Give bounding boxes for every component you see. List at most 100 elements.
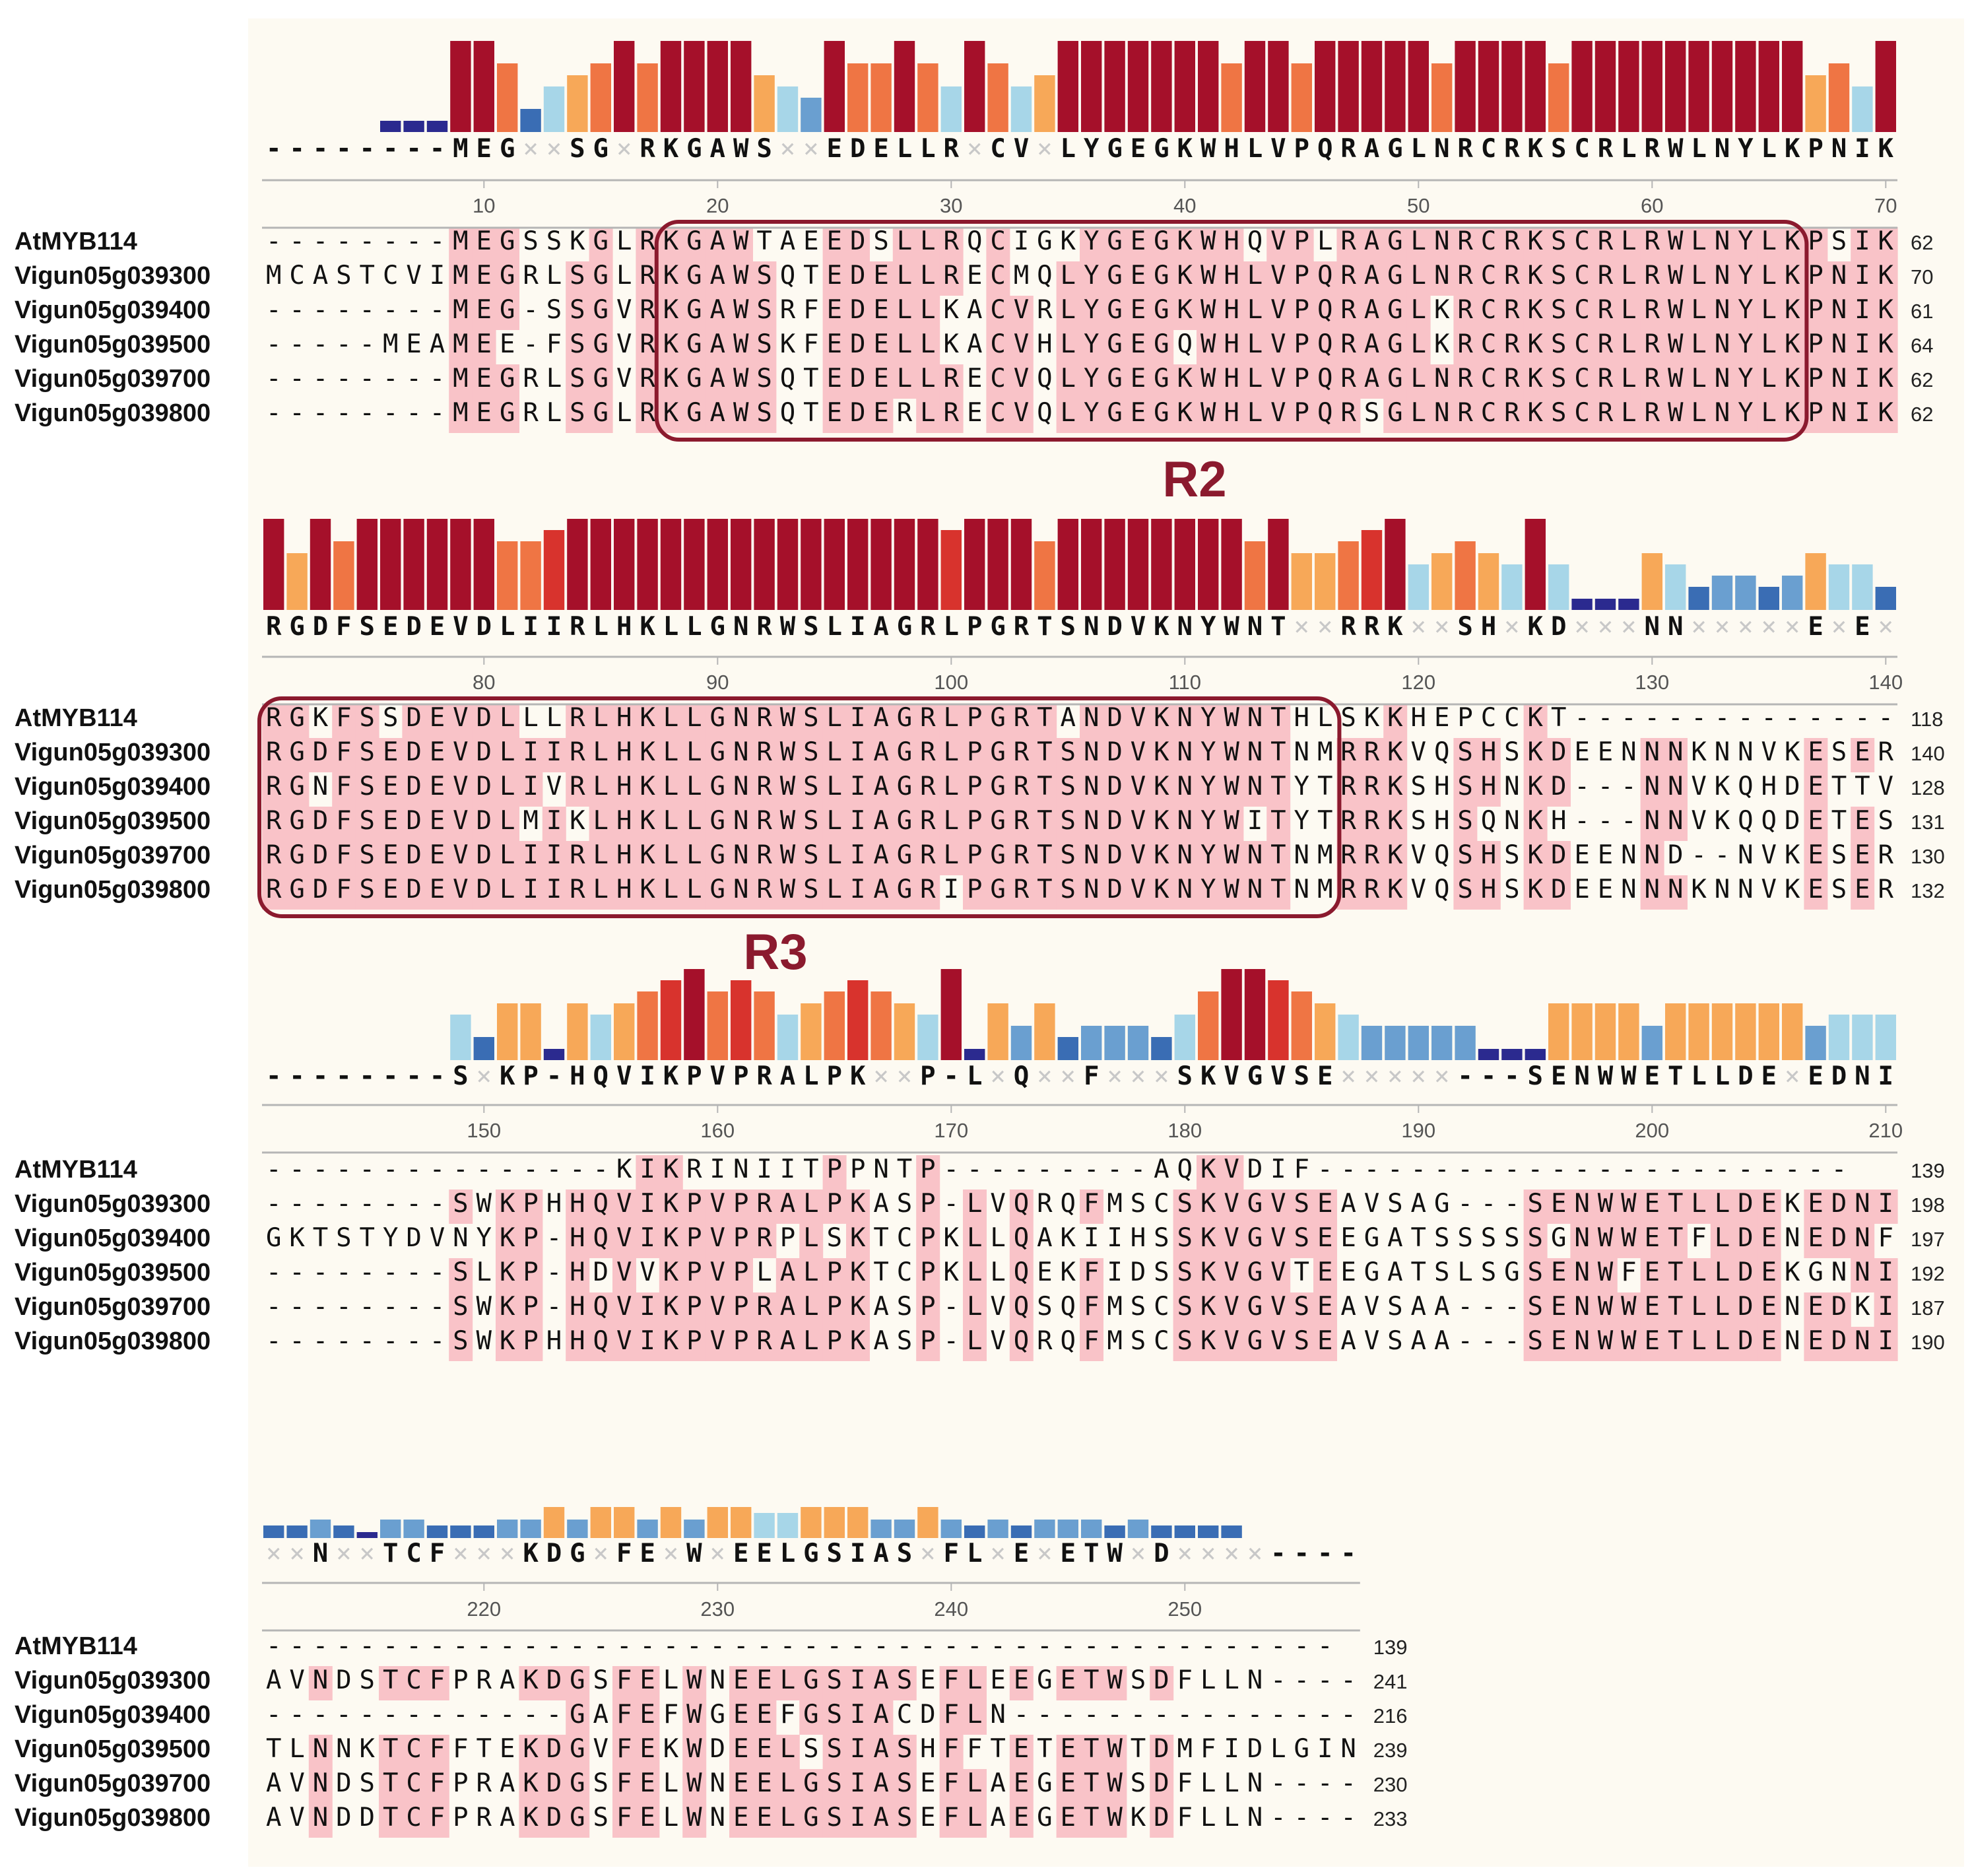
sequence-residue: - <box>360 1189 375 1219</box>
sequence-residue: E <box>430 737 445 767</box>
sequence-residue: M <box>453 329 468 359</box>
sequence-residue: L <box>1061 295 1076 325</box>
consensus-residue: N <box>313 1539 328 1568</box>
identity-shade <box>589 330 613 364</box>
sequence-residue: - <box>1294 1803 1309 1832</box>
sequence-residue: E <box>1574 840 1589 870</box>
sequence-residue: N <box>1831 364 1847 393</box>
sequence-residue: G <box>500 261 515 290</box>
sequence-residue: R <box>1457 226 1473 256</box>
sequence-name: Vigun05g039500 <box>15 1259 211 1287</box>
sequence-residue: F <box>430 1803 445 1832</box>
sequence-residue: T <box>1270 772 1286 801</box>
sequence-residue: L <box>780 1803 795 1832</box>
sequence-residue: W <box>1621 1292 1637 1322</box>
identity-shade <box>1617 330 1641 364</box>
sequence-residue: - <box>266 1189 281 1219</box>
sequence-residue: P <box>733 1257 748 1287</box>
sequence-residue: - <box>1294 1768 1309 1798</box>
identity-shade <box>1476 399 1501 433</box>
sequence-residue: W <box>1621 1223 1637 1253</box>
conservation-bar <box>614 1003 635 1060</box>
sequence-residue: K <box>640 840 655 870</box>
sequence-residue: D <box>477 806 492 836</box>
sequence-residue: H <box>1224 398 1239 428</box>
sequence-residue: - <box>570 1631 585 1661</box>
sequence-residue: N <box>873 1155 888 1184</box>
sequence-residue: R <box>756 1189 772 1219</box>
identity-shade <box>1757 227 1781 261</box>
sequence-residue: F <box>944 1665 959 1695</box>
identity-shade <box>1266 261 1291 296</box>
sequence-residue: K <box>850 1189 866 1219</box>
conservation-bar <box>637 519 658 610</box>
identity-shade <box>1126 296 1150 330</box>
sequence-residue: L <box>967 1257 982 1287</box>
sequence-residue: V <box>710 1326 725 1356</box>
consensus-residue: R <box>1340 134 1356 164</box>
sequence-residue: - <box>383 1292 398 1322</box>
sequence-residue: H <box>1411 703 1426 733</box>
sequence-name: AtMYB114 <box>15 1632 137 1660</box>
sequence-residue: I <box>640 1223 655 1253</box>
sequence-residue: - <box>477 1700 492 1729</box>
sequence-residue: V <box>1270 261 1286 290</box>
sequence-residue: N <box>1831 261 1847 290</box>
consensus-residue: S <box>756 134 772 164</box>
consensus-residue: S <box>453 1061 468 1091</box>
sequence-residue: L <box>663 1803 678 1832</box>
sequence-residue: N <box>1831 329 1847 359</box>
sequence-residue: F <box>616 1768 632 1798</box>
sequence-residue: D <box>920 1700 935 1729</box>
consensus-residue: G <box>1107 134 1122 164</box>
sequence-residue: N <box>1715 295 1730 325</box>
conservation-bar <box>1174 1525 1195 1538</box>
consensus-residue: L <box>967 1061 982 1091</box>
identity-shade <box>1851 296 1875 330</box>
sequence-residue: H <box>1037 329 1052 359</box>
sequence-residue: A <box>710 329 725 359</box>
sequence-residue: L <box>500 703 515 733</box>
sequence-residue: - <box>360 226 375 256</box>
sequence-residue: G <box>570 1734 585 1764</box>
sequence-residue: L <box>1691 1257 1706 1287</box>
sequence-residue: H <box>1224 261 1239 290</box>
sequence-residue: I <box>1270 1155 1286 1184</box>
sequence-residue: V <box>289 1803 304 1832</box>
sequence-residue: Q <box>593 1326 608 1356</box>
sequence-residue: P <box>1294 295 1309 325</box>
sequence-residue: E <box>430 806 445 836</box>
sequence-residue: L <box>897 329 912 359</box>
sequence-residue: P <box>733 1223 748 1253</box>
sequence-residue: E <box>827 295 842 325</box>
sequence-residue: K <box>1715 772 1730 801</box>
sequence-residue: R <box>1364 806 1380 836</box>
sequence-residue: - <box>383 1155 398 1184</box>
conservation-bar <box>1010 519 1032 610</box>
sequence-residue: E <box>1317 1223 1332 1253</box>
sequence-residue: C <box>1154 1292 1169 1322</box>
sequence-residue: C <box>1481 295 1496 325</box>
sequence-residue: L <box>967 1665 982 1695</box>
sequence-residue: N <box>1645 875 1660 904</box>
consensus-residue: × <box>1224 1539 1239 1568</box>
conservation-bar <box>1735 41 1756 132</box>
identity-shade <box>1313 364 1337 399</box>
consensus-residue: - <box>383 134 398 164</box>
sequence-residue: T <box>1270 806 1286 836</box>
sequence-residue: D <box>1551 737 1566 767</box>
sequence-residue: A <box>1411 1326 1426 1356</box>
sequence-residue: M <box>1317 737 1332 767</box>
conservation-bar <box>1641 41 1662 132</box>
sequence-residue: Q <box>1761 806 1777 836</box>
sequence-residue: I <box>1878 1189 1893 1219</box>
conservation-bar <box>1104 1026 1125 1060</box>
conservation-bar <box>1665 1003 1686 1060</box>
sequence-residue: Y <box>1200 840 1216 870</box>
consensus-residue: - <box>430 1061 445 1091</box>
sequence-residue: C <box>1574 364 1589 393</box>
consensus-residue: F <box>616 1539 632 1568</box>
sequence-residue: P <box>1808 364 1823 393</box>
consensus-residue: × <box>1364 1061 1379 1091</box>
sequence-residue: S <box>1061 840 1076 870</box>
